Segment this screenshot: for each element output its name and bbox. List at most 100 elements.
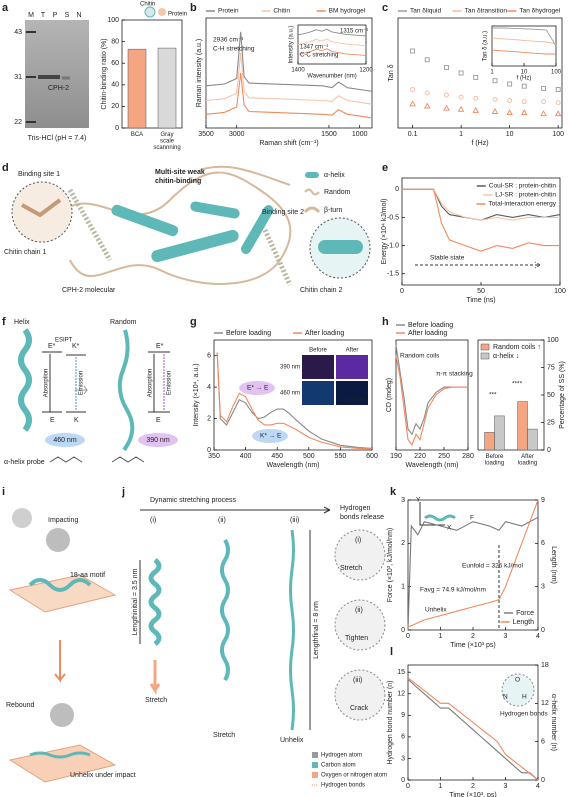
annotation: 1315 cm⁻¹ [340,29,368,35]
panel-label: j [121,486,125,498]
y-axis-label: Chitin-binding ratio (%) [101,38,108,109]
helix-icon [424,514,456,522]
point [555,87,561,92]
x-tick-label: 500 [303,453,315,460]
legend-label: Oxygen or nitrogen atom [321,773,387,779]
x-tick-label: 1000 [352,131,368,138]
legend-label: Coul-SR : protein-chitin [489,183,557,190]
x-tick-label: 280 [462,453,474,460]
level-label: E [50,417,55,424]
panel-label: g [190,316,197,328]
protein-structure: α-helix Random β-turn Binding site 1 Bin… [4,165,371,294]
stable-arrow [415,261,542,269]
x-tick-label: 400 [240,453,252,460]
hbond-detail [501,673,535,707]
point [492,96,498,102]
y-tick-label: 0 [115,125,119,132]
panel-label: h [382,316,389,328]
annotation: Stable state [430,255,465,262]
x-tick-label: 1400 [291,68,305,74]
series-line [407,499,539,628]
sphere [50,703,74,727]
y-tick-label: 12 [397,691,405,698]
y-axis-label: Tan δ [388,64,395,81]
y-axis-label: Force (×10³, kJ/mol/nm) [387,528,394,603]
x-axis-label: Time (×10³, ps) [449,792,496,797]
x-tick-label: 100 [552,131,564,138]
point [473,95,479,101]
point [472,106,479,113]
annotation: F [470,515,474,522]
annotation: π-π stacking [436,371,473,378]
step: (ii) [355,607,363,614]
y-tick-label: 1 [401,584,405,591]
motif [29,751,91,759]
series-line [205,72,373,119]
point [444,65,449,70]
panel-label: k [390,486,397,498]
point [520,109,528,116]
y-tick-label: 15 [397,669,405,676]
x-axis-label: Raman shift (cm⁻¹) [259,140,318,147]
step: (iii) [353,677,362,684]
arrow [149,660,161,695]
chitin-chain [67,188,113,262]
step: Crack [350,705,369,712]
label: After [346,348,359,354]
marker-label: 22 [14,119,22,126]
lane-label: S [65,12,70,19]
panel-label: d [2,162,9,174]
y-tick-label: 0 [395,186,399,193]
series-line [395,345,468,436]
x-tick-label: 4 [536,783,540,790]
y2-tick-label: 0 [541,777,545,784]
y-tick-label: -0.5 [387,214,399,221]
y-tick-label: 6 [207,353,211,360]
axes-icon [419,502,445,526]
annotation: **** [512,381,523,388]
x-tick-label: 50 [477,288,485,295]
x-tick-label: 10 [506,131,514,138]
detail [334,529,386,581]
y-tick-label: 0 [207,447,211,454]
level-label: Emission [79,371,85,395]
annotation: 1347 cm⁻¹ [300,45,328,51]
image [302,355,334,379]
glow-blue [252,429,288,443]
label: Binding site 1 [18,171,60,178]
glow-blue [45,433,85,447]
level-label: Absorption [44,369,50,398]
band-label: CPH-2 [48,85,69,92]
y2-axis-label: α-helix number (n) [550,694,557,751]
site-2-detail [318,240,363,254]
x-tick-label: 3 [504,633,508,640]
annotation: Unhelix [425,607,447,614]
panel-label: a [2,2,9,14]
plot-frame [213,339,373,451]
legend-label: BM hydrogel [329,8,366,15]
x-tick-label: 2 [471,783,475,790]
y-axis-label: CD (mdeg) [386,378,393,412]
legend-turn [303,206,321,214]
detail [334,599,386,651]
legend-swatch [312,752,318,758]
annotation: Eunfold = 326 kJ/mol [462,563,523,570]
y-axis-label: Hydrogen bond number (n) [387,680,394,764]
level-label: ESIPT [55,338,73,344]
legend-random [304,188,320,196]
x-axis-label: Wavelength (nm) [266,462,319,469]
legend-label: Tan δhydrogel [519,8,560,15]
legend-swatch [312,772,318,778]
step: Stretch [340,565,362,572]
step: (i) [355,537,361,544]
label: Rebound [6,702,35,709]
level-label: E* [156,343,164,350]
detail [334,669,386,721]
x-tick-label: Gray scale scannning [153,132,180,151]
highlight: chitin-binding [155,178,201,185]
y-tick-label: 4 [207,384,211,391]
highlight: Multi-site weak [155,169,205,176]
stage: (ii) [218,517,226,524]
legend-label: Before loading [408,322,453,329]
x-tick-label: 0 [406,633,410,640]
